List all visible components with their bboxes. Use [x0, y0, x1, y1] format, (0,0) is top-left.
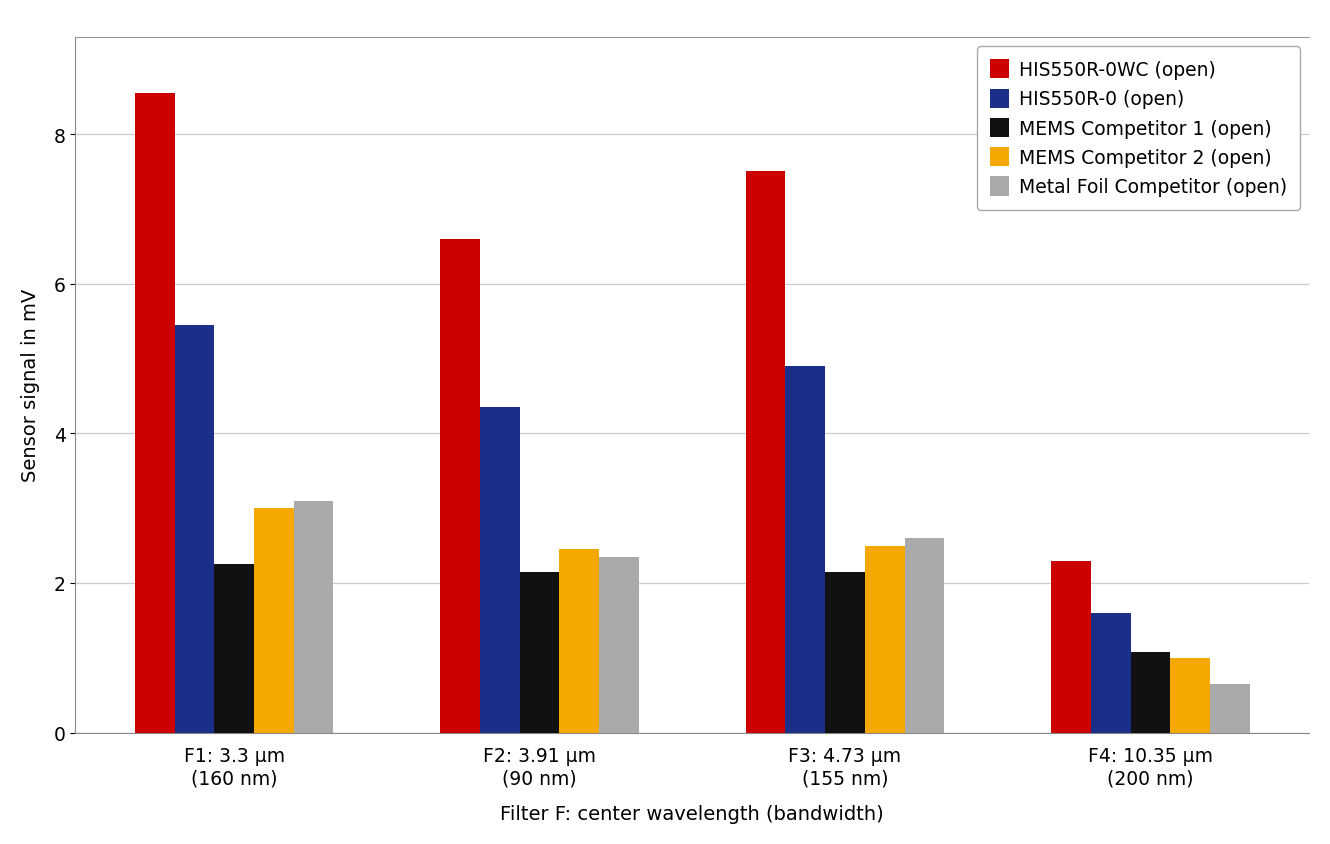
Bar [864, 546, 904, 733]
Bar [825, 572, 864, 733]
Bar [174, 326, 214, 733]
Bar [1170, 658, 1210, 733]
Bar [904, 538, 944, 733]
Bar [520, 572, 560, 733]
Bar [254, 509, 294, 733]
Bar [294, 501, 334, 733]
Bar [214, 565, 254, 733]
Bar [480, 408, 520, 733]
Bar [786, 366, 825, 733]
Bar [600, 557, 638, 733]
Bar [746, 172, 786, 733]
Bar [134, 94, 174, 733]
Legend: HIS550R-0WC (open), HIS550R-0 (open), MEMS Competitor 1 (open), MEMS Competitor : HIS550R-0WC (open), HIS550R-0 (open), ME… [978, 47, 1299, 210]
Y-axis label: Sensor signal in mV: Sensor signal in mV [21, 289, 40, 482]
Bar [1210, 684, 1250, 733]
Bar [1051, 561, 1091, 733]
Bar [1130, 652, 1170, 733]
Bar [440, 240, 480, 733]
Bar [560, 549, 600, 733]
Bar [1091, 613, 1130, 733]
X-axis label: Filter F: center wavelength (bandwidth): Filter F: center wavelength (bandwidth) [500, 804, 884, 823]
